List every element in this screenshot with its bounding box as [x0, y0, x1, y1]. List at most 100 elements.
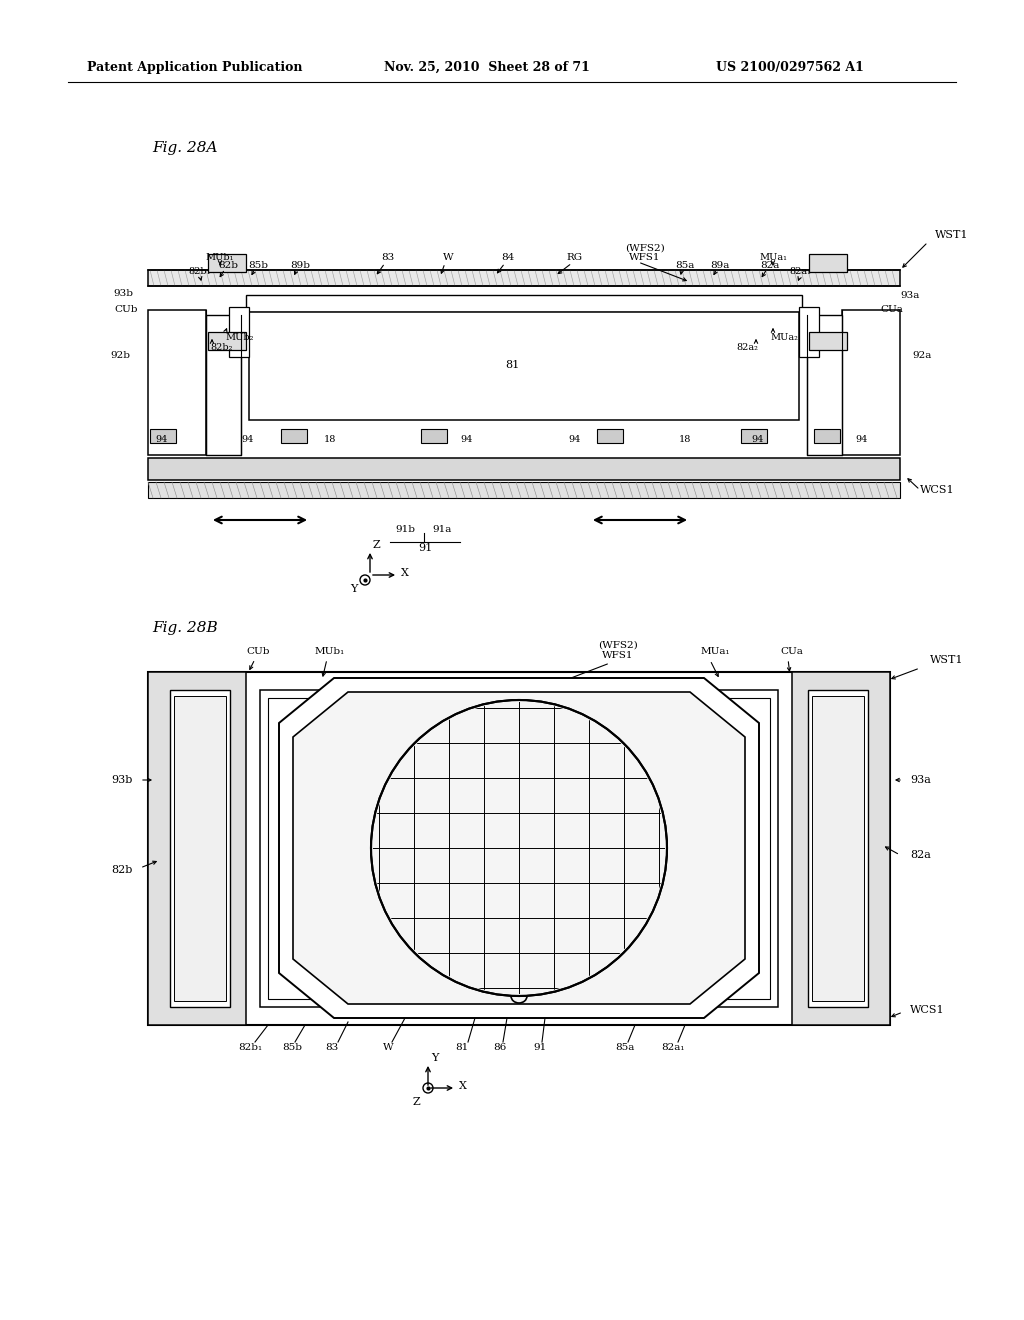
- Text: WST1: WST1: [935, 230, 969, 240]
- Text: 83: 83: [326, 1043, 339, 1052]
- Bar: [246, 294, 802, 312]
- Bar: [807, 315, 842, 455]
- Bar: [148, 482, 900, 498]
- Text: W: W: [442, 253, 454, 263]
- Text: 94: 94: [752, 436, 764, 445]
- Text: 85b: 85b: [282, 1043, 302, 1052]
- Text: 82a₁: 82a₁: [662, 1043, 685, 1052]
- Text: CUa: CUa: [880, 305, 903, 314]
- Bar: [148, 672, 246, 1026]
- Text: 82a: 82a: [760, 260, 779, 269]
- Bar: [148, 310, 206, 455]
- Text: 93b: 93b: [112, 775, 133, 785]
- Bar: [148, 672, 890, 1026]
- Text: MUb₁: MUb₁: [314, 648, 345, 656]
- Text: 85b: 85b: [248, 260, 268, 269]
- Text: 82b₁: 82b₁: [188, 268, 211, 276]
- Text: 82a₁: 82a₁: [790, 268, 811, 276]
- Text: Patent Application Publication: Patent Application Publication: [87, 61, 303, 74]
- Text: 82b: 82b: [112, 865, 133, 875]
- Text: 89a: 89a: [711, 260, 730, 269]
- Bar: [174, 696, 226, 1001]
- Text: CUa: CUa: [780, 648, 804, 656]
- Text: X: X: [401, 568, 409, 578]
- Text: 82a₂: 82a₂: [736, 343, 758, 352]
- Text: MUb₁: MUb₁: [206, 253, 234, 263]
- Text: 81: 81: [505, 360, 519, 370]
- Text: (WFS2): (WFS2): [625, 243, 665, 252]
- Bar: [170, 690, 230, 1007]
- Text: 94: 94: [568, 436, 582, 445]
- Text: MUb₂: MUb₂: [225, 334, 253, 342]
- Bar: [229, 308, 249, 356]
- Text: 18: 18: [679, 436, 691, 445]
- Text: 94: 94: [856, 436, 868, 445]
- Text: Y: Y: [350, 583, 357, 594]
- Polygon shape: [279, 678, 759, 1018]
- Text: 93a: 93a: [910, 775, 931, 785]
- Bar: [792, 672, 890, 1026]
- Text: X: X: [459, 1081, 467, 1092]
- Polygon shape: [293, 692, 745, 1005]
- Text: WST1: WST1: [930, 655, 964, 665]
- Text: CUb: CUb: [115, 305, 138, 314]
- Text: WFS1: WFS1: [630, 253, 660, 263]
- Text: 91a: 91a: [432, 525, 452, 535]
- Text: WCS1: WCS1: [910, 1005, 944, 1015]
- Bar: [150, 429, 176, 444]
- Text: 86: 86: [494, 1043, 507, 1052]
- Text: WFS1: WFS1: [602, 652, 634, 660]
- Bar: [809, 333, 847, 350]
- Bar: [249, 312, 799, 420]
- Text: 84: 84: [502, 253, 515, 263]
- Text: 82b₂: 82b₂: [210, 343, 232, 352]
- Text: 93a: 93a: [900, 290, 920, 300]
- Bar: [208, 253, 246, 272]
- Text: 89b: 89b: [290, 260, 310, 269]
- Text: Y: Y: [431, 1053, 438, 1063]
- Bar: [842, 310, 900, 455]
- Text: MUa₁: MUa₁: [700, 648, 730, 656]
- Text: MUa₂: MUa₂: [770, 334, 798, 342]
- Text: 91: 91: [418, 543, 432, 553]
- Bar: [206, 315, 241, 455]
- Bar: [814, 429, 840, 444]
- Text: 85a: 85a: [615, 1043, 635, 1052]
- Text: MUa₁: MUa₁: [759, 253, 787, 263]
- Text: Fig. 28A: Fig. 28A: [152, 141, 217, 154]
- Text: 94: 94: [242, 436, 254, 445]
- Bar: [421, 429, 447, 444]
- Text: RG: RG: [567, 253, 583, 263]
- Text: 94: 94: [156, 436, 168, 445]
- Text: 18: 18: [324, 436, 336, 445]
- Text: W: W: [383, 1043, 393, 1052]
- Bar: [808, 690, 868, 1007]
- Text: 83: 83: [381, 253, 394, 263]
- Text: 91: 91: [534, 1043, 547, 1052]
- Text: CUb: CUb: [246, 648, 269, 656]
- Bar: [148, 271, 900, 286]
- Text: 81: 81: [456, 1043, 469, 1052]
- Bar: [148, 458, 900, 480]
- Bar: [812, 696, 864, 1001]
- Bar: [741, 429, 767, 444]
- Text: US 2100/0297562 A1: US 2100/0297562 A1: [716, 61, 864, 74]
- Bar: [809, 253, 847, 272]
- Bar: [208, 333, 246, 350]
- Bar: [268, 698, 770, 999]
- Bar: [597, 429, 623, 444]
- Text: 92a: 92a: [912, 351, 932, 359]
- Text: 93b: 93b: [113, 289, 133, 297]
- Text: 91b: 91b: [395, 525, 415, 535]
- Text: Fig. 28B: Fig. 28B: [152, 620, 218, 635]
- Text: Z: Z: [413, 1097, 420, 1107]
- Text: 85a: 85a: [675, 260, 694, 269]
- Text: 82a: 82a: [910, 850, 931, 861]
- Text: 92b: 92b: [110, 351, 130, 359]
- Text: WCS1: WCS1: [920, 484, 954, 495]
- Bar: [799, 308, 819, 356]
- Text: 82b₁: 82b₁: [238, 1043, 262, 1052]
- Text: Z: Z: [373, 540, 381, 550]
- Text: 82b: 82b: [218, 260, 238, 269]
- Bar: [281, 429, 307, 444]
